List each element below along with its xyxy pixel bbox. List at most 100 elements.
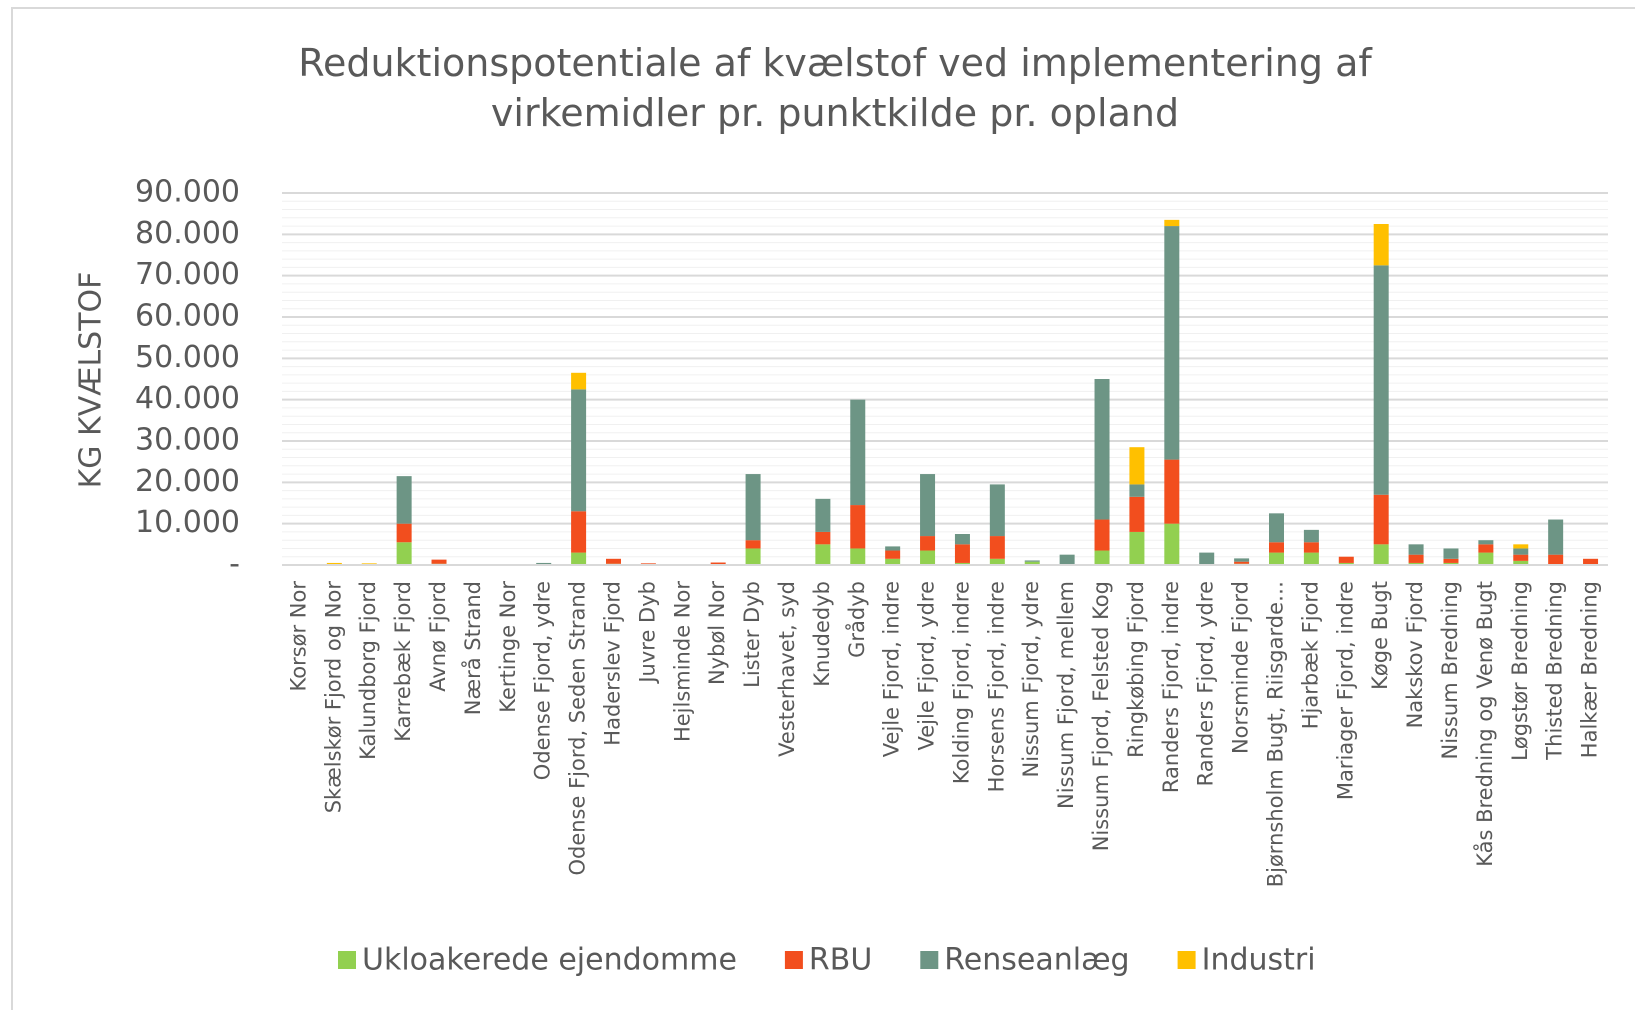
bar-segment	[1548, 554, 1564, 565]
bar-segment	[1024, 560, 1040, 562]
bar-segment	[1373, 544, 1389, 565]
bar-segment	[431, 559, 447, 564]
bar-segment	[1373, 265, 1389, 495]
x-tick-label: Nybøl Nor	[705, 581, 729, 685]
x-tick-label: Halkær Bredning	[1578, 581, 1602, 758]
bar-segment	[745, 474, 761, 541]
bar-segment	[989, 484, 1005, 537]
bar-segment	[1443, 558, 1459, 563]
bar-segment	[1513, 544, 1529, 549]
bar-segment	[571, 552, 587, 565]
bar-segment	[954, 562, 970, 565]
y-tick-label: -	[229, 547, 240, 582]
x-tick-label: Nissum Fjord, mellem	[1054, 581, 1078, 809]
x-tick-label: Haderslev Fjord	[601, 581, 625, 746]
y-tick-label: 10.000	[135, 505, 240, 540]
bar-segment	[1164, 226, 1180, 460]
bar-segment	[1024, 561, 1040, 565]
bar-segment	[571, 511, 587, 553]
x-tick-label: Bjørnsholm Bugt, Riisgarde…	[1264, 581, 1288, 887]
bar-segment	[1408, 544, 1424, 555]
y-tick-label: 70.000	[135, 257, 240, 292]
x-tick-label: Mariager Fjord, indre	[1333, 581, 1357, 800]
x-tick-label: Vejle Fjord, indre	[880, 581, 904, 757]
x-tick-label: Avnø Fjord	[426, 581, 450, 692]
bar-segment	[1478, 544, 1494, 553]
legend-label: Ukloakerede ejendomme	[362, 943, 737, 978]
x-tick-label: Knudedyb	[810, 581, 834, 687]
x-tick-label: Hjarbæk Fjord	[1298, 581, 1322, 729]
bar-segment	[396, 542, 412, 565]
x-tick-label: Norsminde Fjord	[1229, 581, 1253, 754]
bar-segment	[1129, 496, 1145, 532]
bar-segment	[396, 476, 412, 524]
bar-segment	[1548, 519, 1564, 555]
bar-segment	[954, 544, 970, 563]
x-tick-label: Grådyb	[844, 581, 869, 658]
bar-segment	[1129, 484, 1145, 497]
bar-segment	[1443, 548, 1459, 559]
bar-segment	[1094, 379, 1110, 520]
x-tick-label: Nissum Fjord, Felsted Kog	[1089, 581, 1113, 851]
bar-segment	[396, 523, 412, 543]
bar-segment	[1478, 552, 1494, 565]
chart-border	[11, 7, 1635, 1010]
bar-segment	[1234, 561, 1250, 564]
bar-segment	[1164, 219, 1180, 227]
legend-label: RBU	[809, 943, 872, 978]
x-tick-label: Nakskov Fjord	[1403, 581, 1427, 728]
bar-segment	[1303, 552, 1319, 565]
bar-segment	[745, 540, 761, 549]
x-tick-label: Kertinge Nor	[496, 581, 520, 713]
bar-segment	[536, 562, 552, 565]
x-tick-label: Køge Bugt	[1368, 581, 1392, 690]
chart-title: Reduktionspotentiale af kvælstof ved imp…	[298, 41, 1372, 135]
x-tick-label: Odense Fjord, ydre	[531, 581, 555, 780]
bar-segment	[1269, 542, 1284, 553]
bar-segment	[745, 548, 761, 565]
x-tick-label: Ringkøbing Fjord	[1124, 581, 1148, 758]
bar-segment	[815, 544, 831, 565]
bar-segment	[885, 546, 901, 551]
bar-segment	[606, 558, 621, 564]
bar-segment	[1129, 531, 1145, 565]
bar-segment	[1164, 523, 1180, 565]
x-tick-label: Skælskør Fjord og Nor	[321, 581, 345, 814]
bar-segment	[885, 550, 901, 559]
x-tick-label: Randers Fjord, indre	[1159, 581, 1183, 793]
x-tick-label: Lister Dyb	[740, 581, 764, 688]
y-tick-label: 90.000	[135, 175, 240, 210]
bar-segment	[1513, 560, 1529, 565]
y-tick-label: 60.000	[135, 299, 240, 334]
bar-segment	[1269, 552, 1284, 565]
bar-segment	[1199, 552, 1215, 565]
x-tick-label: Korsør Nor	[286, 581, 310, 692]
x-tick-label: Odense Fjord, Seden Strand	[566, 581, 590, 876]
legend-label: Industri	[1202, 943, 1316, 978]
y-tick-label: 80.000	[135, 216, 240, 251]
bar-segment	[1269, 513, 1284, 543]
x-tick-label: Vesterhavet, syd	[775, 581, 799, 757]
bar-segment	[710, 562, 726, 565]
legend-swatch	[1177, 951, 1196, 969]
bar-segment	[1443, 562, 1459, 565]
x-tick-label: Nissum Bredning	[1438, 581, 1462, 759]
bar-segment	[1094, 519, 1110, 551]
x-tick-label: Randers Fjord, ydre	[1194, 581, 1218, 786]
bar-segment	[1094, 550, 1110, 565]
bar-segment	[1303, 542, 1319, 553]
bar-segment	[1303, 529, 1319, 543]
bar-segment	[1129, 447, 1145, 485]
bar-segment	[1513, 554, 1529, 561]
bar-segment	[989, 558, 1005, 565]
y-tick-label: 50.000	[135, 340, 240, 375]
bar-segment	[1164, 459, 1180, 524]
bar-segment	[815, 531, 831, 545]
y-tick-label: 30.000	[135, 423, 240, 458]
legend-swatch	[920, 951, 939, 969]
bar-segment	[815, 498, 831, 532]
bar-segment	[1408, 562, 1424, 565]
x-tick-label: Karrebæk Fjord	[391, 581, 415, 742]
